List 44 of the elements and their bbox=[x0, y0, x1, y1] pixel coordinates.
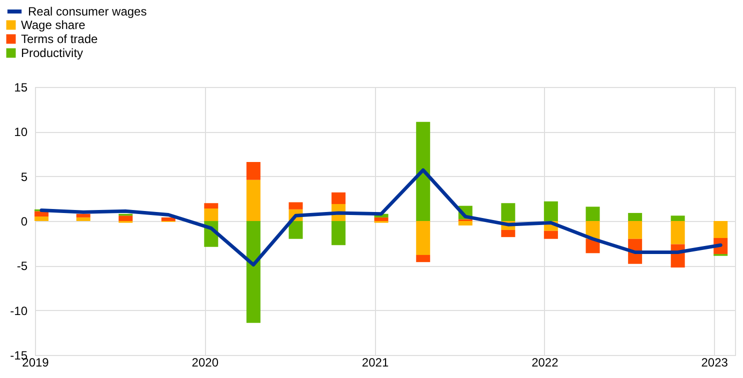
bar bbox=[714, 221, 728, 238]
bar bbox=[628, 212, 642, 221]
bar bbox=[501, 203, 516, 221]
bar bbox=[118, 216, 133, 221]
bar bbox=[416, 221, 430, 255]
y-tick-label: 0 bbox=[20, 214, 28, 228]
x-tick-label: 2020 bbox=[192, 356, 219, 370]
bar bbox=[246, 162, 260, 180]
bar bbox=[246, 180, 260, 221]
y-tick-label: 15 bbox=[14, 80, 28, 94]
bar bbox=[628, 221, 642, 239]
bar bbox=[544, 230, 558, 239]
legend-label: Productivity bbox=[21, 46, 84, 60]
bar bbox=[416, 122, 430, 221]
bar bbox=[34, 216, 49, 221]
bar bbox=[544, 201, 558, 221]
bar bbox=[161, 217, 176, 221]
x-tick-label: 2023 bbox=[701, 356, 728, 370]
bar bbox=[586, 206, 600, 221]
bar bbox=[204, 203, 218, 208]
line-series bbox=[40, 168, 722, 267]
bar bbox=[670, 221, 685, 244]
bar bbox=[332, 192, 346, 204]
bar bbox=[332, 221, 346, 246]
bar bbox=[416, 254, 430, 262]
bar bbox=[76, 214, 90, 218]
bar bbox=[374, 217, 388, 221]
y-tick-label: 10 bbox=[14, 125, 28, 140]
bar bbox=[501, 230, 516, 238]
x-tick-label: 2022 bbox=[532, 356, 559, 370]
y-tick-label: -10 bbox=[10, 304, 28, 318]
y-tick-label: 5 bbox=[20, 170, 28, 184]
bar bbox=[204, 208, 218, 221]
bar bbox=[458, 221, 472, 226]
bar bbox=[288, 202, 303, 210]
x-tick-label: 2021 bbox=[362, 356, 389, 370]
legend-label: Wage share bbox=[21, 18, 86, 32]
bar bbox=[288, 221, 303, 239]
bar bbox=[76, 217, 90, 221]
legend-label: Terms of trade bbox=[21, 32, 98, 46]
bar bbox=[670, 216, 685, 221]
y-tick-label: -5 bbox=[16, 259, 28, 274]
bar bbox=[246, 221, 260, 323]
legend-label: Real consumer wages bbox=[28, 4, 147, 18]
